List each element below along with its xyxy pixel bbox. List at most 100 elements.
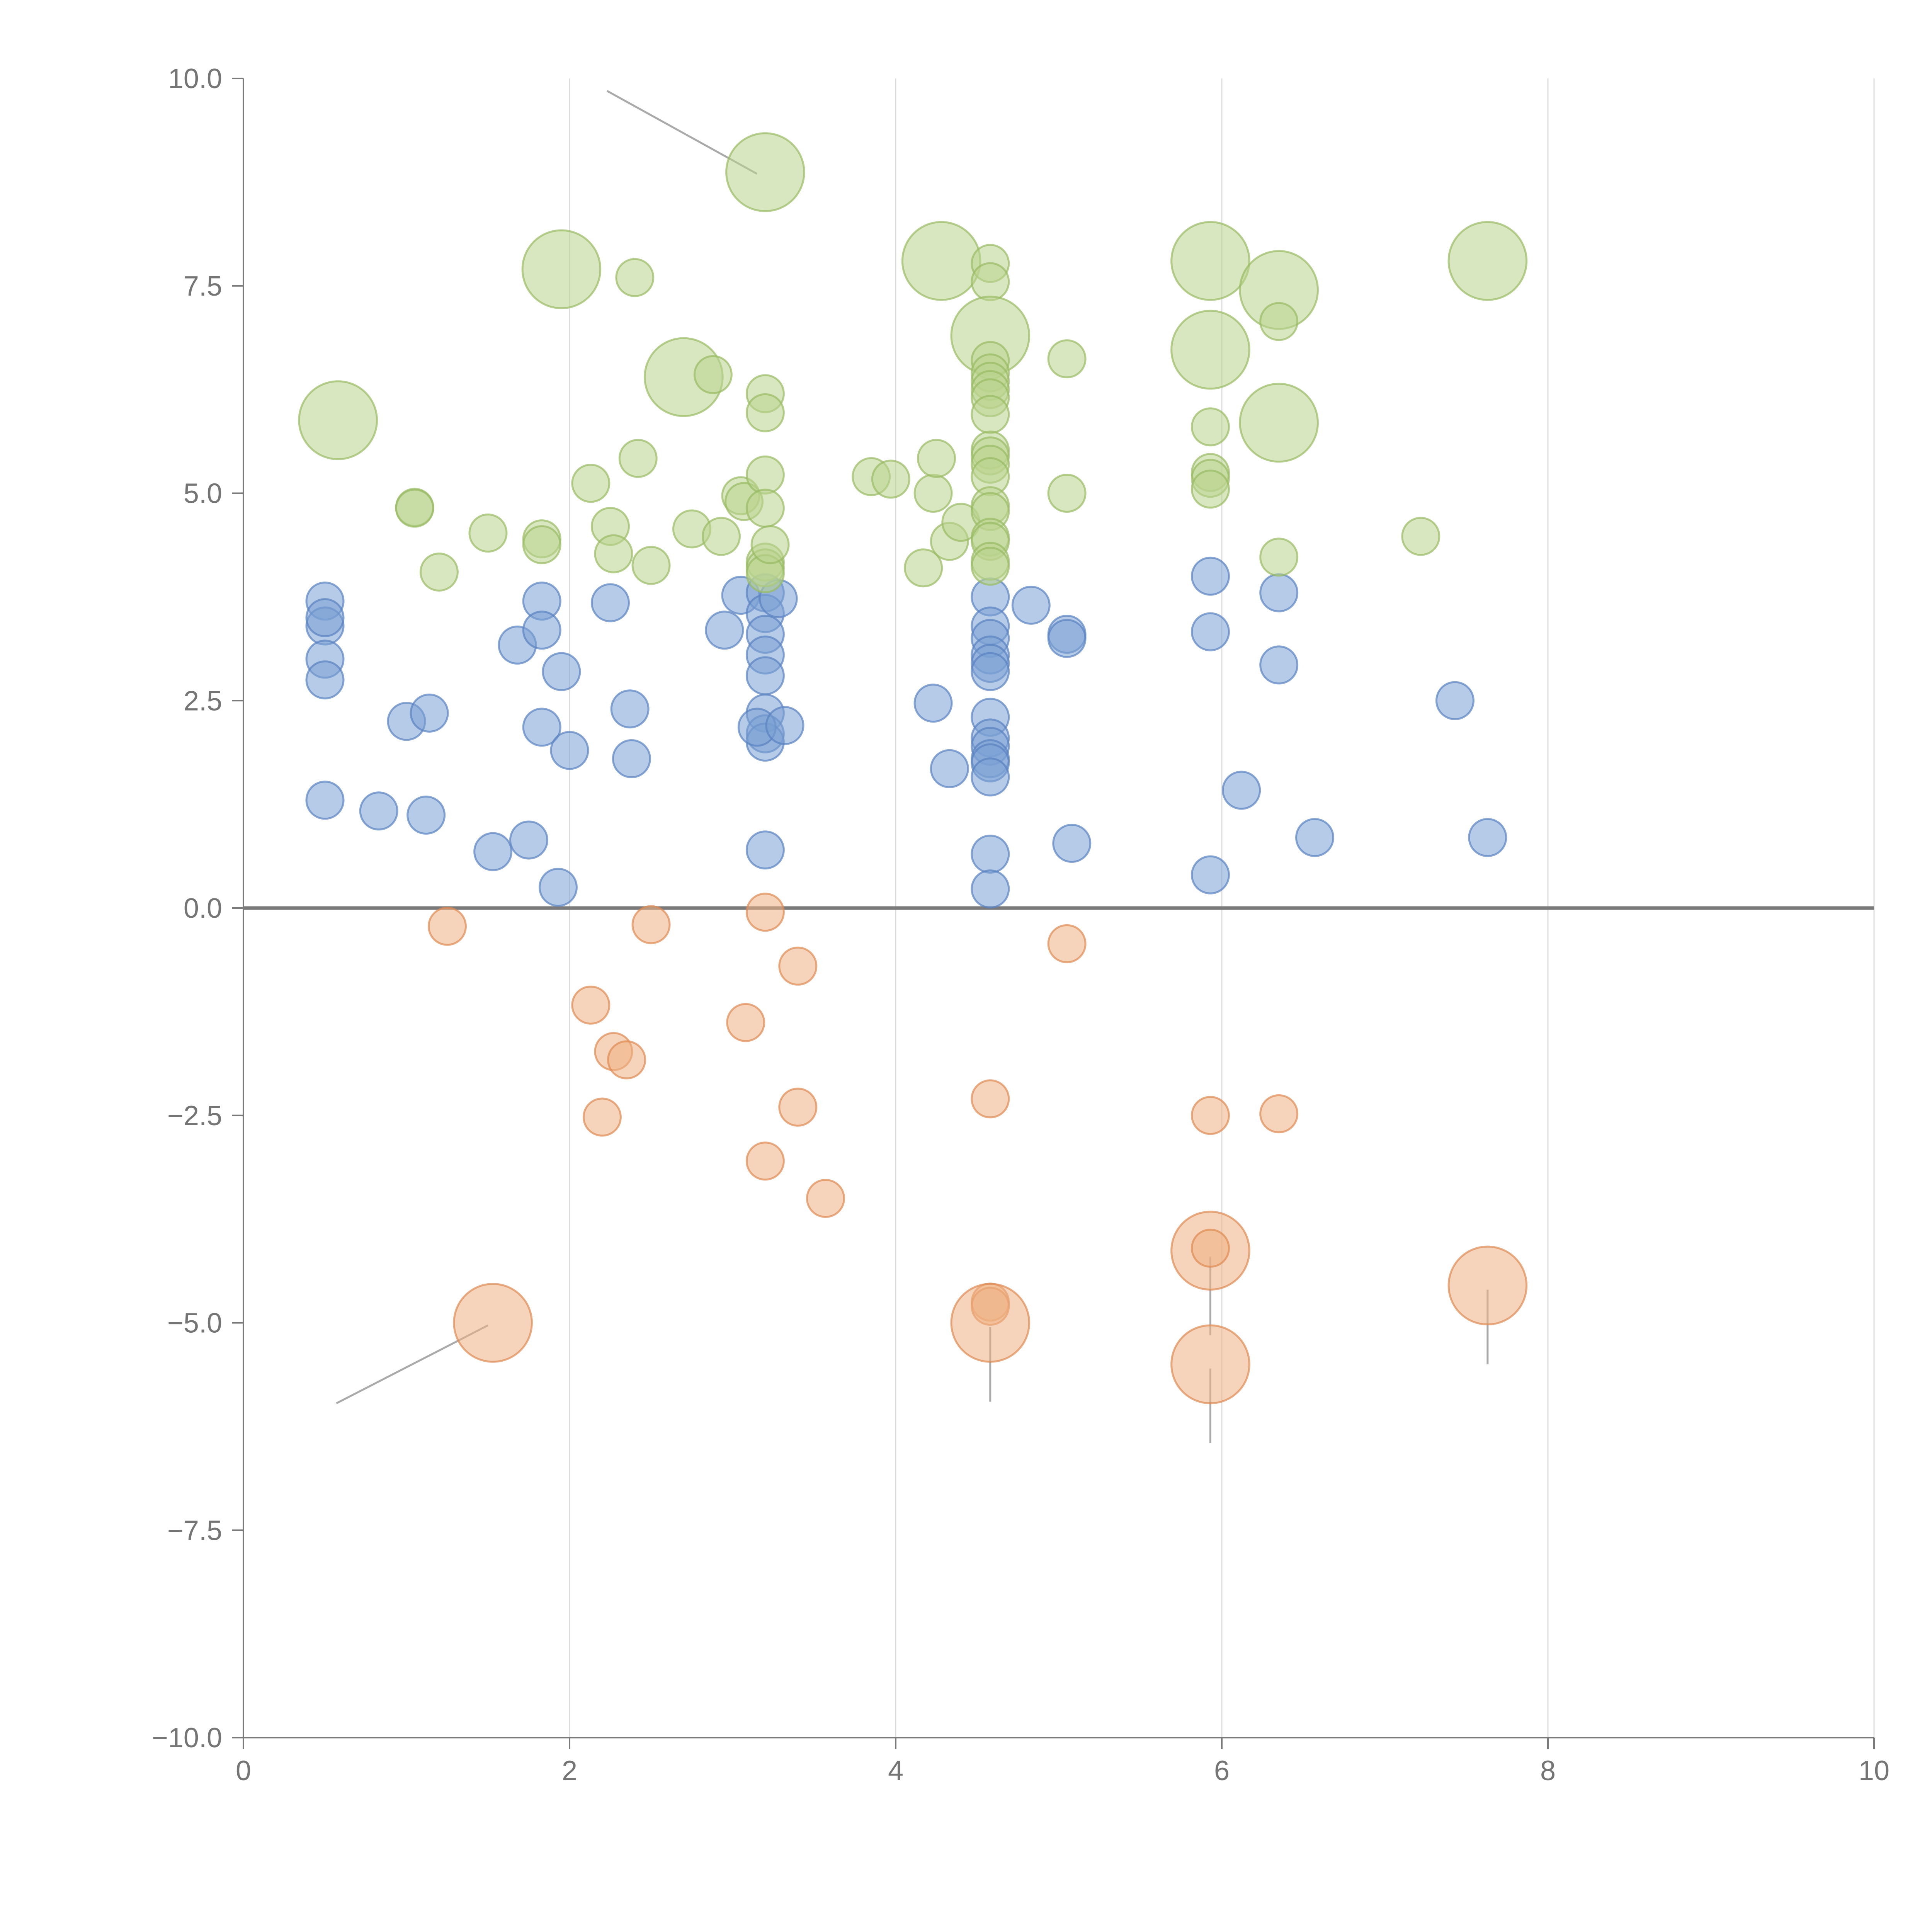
data-point-negative <box>1170 1324 1250 1405</box>
x-tick-label: 10 <box>1859 1755 1889 1786</box>
data-point-positive-high <box>750 525 790 565</box>
data-point-positive-low <box>913 684 953 723</box>
data-point-positive-high <box>693 355 733 394</box>
data-point-positive-high <box>1401 517 1440 556</box>
data-point-positive-high <box>745 393 785 432</box>
y-tick-label: −2.5 <box>167 1100 222 1131</box>
data-point-positive-low <box>765 706 804 745</box>
x-tick-label: 2 <box>562 1755 577 1786</box>
data-point-positive-low <box>745 656 785 696</box>
data-point-negative <box>950 1283 1031 1363</box>
data-point-positive-high <box>1190 469 1230 509</box>
data-point-negative <box>1047 924 1087 963</box>
data-point-negative <box>607 1040 646 1080</box>
data-point-positive-low <box>1190 855 1230 895</box>
x-tick-label: 0 <box>236 1755 251 1786</box>
data-point-positive-high <box>1447 221 1528 301</box>
data-point-positive-high <box>913 474 953 513</box>
data-point-negative <box>745 1141 785 1181</box>
data-point-negative <box>428 906 467 946</box>
data-point-negative <box>1190 1228 1230 1268</box>
data-point-positive-low <box>522 611 561 650</box>
data-point-positive-low <box>509 820 548 860</box>
data-point-positive-low <box>1295 818 1335 857</box>
data-point-positive-high <box>904 548 943 588</box>
y-tick-label: −10.0 <box>152 1723 222 1753</box>
data-point-positive-high <box>522 525 561 565</box>
data-point-negative <box>1447 1245 1528 1326</box>
data-point-positive-low <box>705 611 744 650</box>
data-point-positive-high <box>298 380 378 460</box>
data-point-positive-low <box>745 830 785 870</box>
data-point-negative <box>778 946 818 986</box>
x-tick-label: 4 <box>888 1755 903 1786</box>
data-point-positive-low <box>971 869 1010 909</box>
data-point-positive-high <box>468 514 508 553</box>
data-point-positive-high <box>1170 310 1250 390</box>
data-point-negative <box>453 1283 533 1363</box>
data-point-positive-high <box>745 455 785 495</box>
data-point-positive-high <box>395 488 434 528</box>
data-point-negative <box>631 905 671 944</box>
data-point-positive-high <box>1239 383 1319 463</box>
data-point-positive-low <box>612 739 651 779</box>
y-tick-label: −5.0 <box>167 1308 222 1339</box>
data-point-positive-low <box>1011 585 1051 625</box>
data-point-positive-low <box>305 598 345 638</box>
data-point-negative <box>582 1097 622 1137</box>
data-point-negative <box>726 1003 765 1042</box>
data-point-positive-high <box>701 517 741 556</box>
data-point-positive-high <box>917 439 956 478</box>
data-point-positive-low <box>591 583 630 622</box>
data-point-positive-low <box>538 867 578 907</box>
data-point-positive-high <box>971 262 1010 301</box>
data-point-positive-high <box>419 552 459 592</box>
data-point-positive-low <box>410 693 449 733</box>
data-point-positive-high <box>745 488 785 528</box>
data-point-positive-high <box>1259 302 1299 341</box>
data-point-positive-low <box>971 757 1010 797</box>
y-tick-label: 10.0 <box>168 63 222 94</box>
data-point-positive-high <box>594 534 633 573</box>
data-point-positive-low <box>971 652 1010 691</box>
data-point-positive-low <box>1047 619 1087 658</box>
y-tick-label: 2.5 <box>184 685 222 716</box>
data-point-positive-high <box>1190 407 1230 447</box>
data-point-negative <box>806 1179 845 1218</box>
data-point-positive-low <box>610 689 650 729</box>
data-point-positive-low <box>305 781 345 820</box>
data-point-positive-low <box>971 834 1010 874</box>
data-point-positive-high <box>1259 537 1299 577</box>
data-point-positive-low <box>550 731 589 770</box>
data-point-positive-low <box>305 660 345 700</box>
data-point-positive-low <box>1259 645 1299 685</box>
data-points <box>298 132 1528 1405</box>
data-point-positive-low <box>1190 612 1230 651</box>
data-point-positive-high <box>521 229 602 310</box>
data-point-positive-low <box>406 796 446 835</box>
data-point-positive-low <box>1222 770 1261 810</box>
data-point-positive-low <box>930 749 969 788</box>
data-point-positive-low <box>1468 818 1507 857</box>
data-point-positive-high <box>901 221 981 301</box>
data-point-positive-low <box>473 832 513 871</box>
data-point-negative <box>778 1087 818 1127</box>
data-point-positive-high <box>1047 339 1087 379</box>
x-tick-label: 8 <box>1540 1755 1556 1786</box>
y-tick-label: 5.0 <box>184 478 222 509</box>
axis-layer: 0 2 4 6 8 10 10.0 7.5 5.0 2.5 0.0 −2.5 −5.0 −7.5 −10.0 <box>152 63 1889 1786</box>
data-point-positive-high <box>631 546 671 585</box>
data-point-positive-low <box>359 791 398 831</box>
data-point-positive-low <box>1259 573 1299 612</box>
data-point-positive-low <box>1190 556 1230 596</box>
x-tick-label: 6 <box>1214 1755 1230 1786</box>
data-point-positive-high <box>971 546 1010 586</box>
data-point-positive-high <box>971 395 1010 434</box>
data-point-negative <box>1259 1094 1299 1133</box>
data-point-negative <box>971 1079 1010 1119</box>
data-point-positive-high <box>1047 474 1087 513</box>
data-point-positive-high <box>571 464 611 503</box>
data-point-positive-low <box>1052 824 1092 863</box>
data-point-positive-low <box>1435 681 1475 720</box>
